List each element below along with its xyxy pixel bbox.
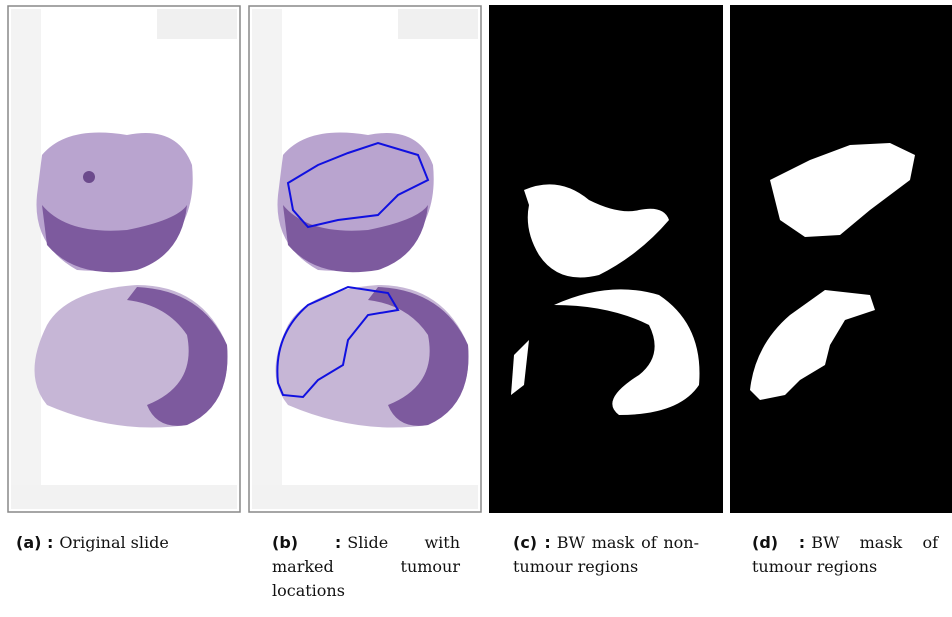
caption: (b) :Slide with marked tumour locations bbox=[272, 531, 460, 603]
slide-image bbox=[248, 5, 482, 513]
panel-original bbox=[7, 5, 241, 513]
figure-page: (a) : Original slide (b) :Slide with mark… bbox=[0, 0, 952, 617]
caption: (a) : Original slide bbox=[16, 531, 204, 555]
panel-non-tumour-mask bbox=[489, 5, 723, 513]
mask-image bbox=[489, 5, 723, 513]
caption: (c) :BW mask of non-tumour regions bbox=[513, 531, 699, 579]
caption: (d) :BW mask of tumour regions bbox=[752, 531, 938, 579]
mask-image bbox=[730, 5, 952, 513]
panel-marked bbox=[248, 5, 482, 513]
caption-label: (d) : bbox=[752, 533, 805, 552]
caption-text: Original slide bbox=[59, 533, 168, 552]
panel-tumour-mask bbox=[730, 5, 952, 513]
slide-image bbox=[7, 5, 241, 513]
caption-label: (c) : bbox=[513, 533, 551, 552]
caption-label: (b) : bbox=[272, 533, 341, 552]
caption-label: (a) : bbox=[16, 533, 53, 552]
